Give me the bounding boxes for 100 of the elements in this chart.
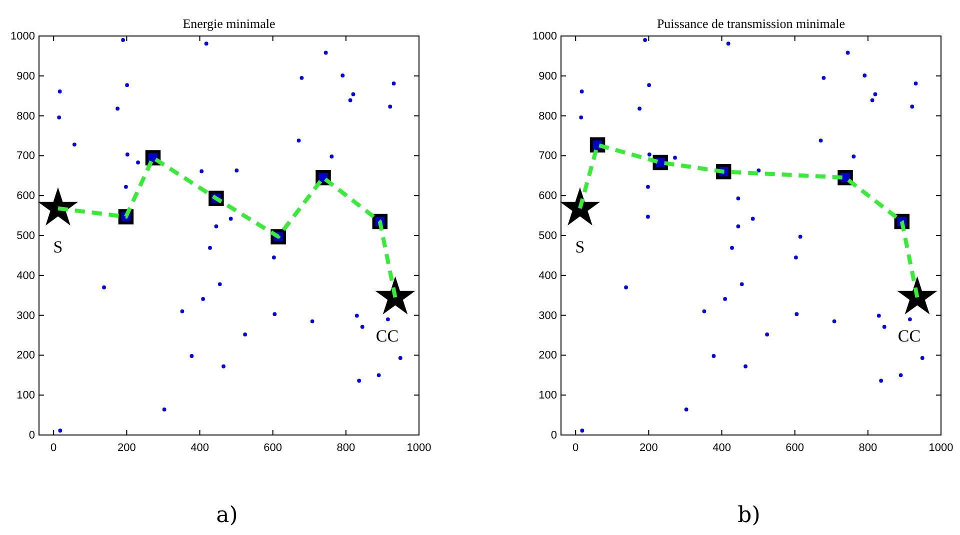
point: [646, 214, 650, 219]
point: [360, 324, 364, 329]
x-tick-label: 600: [786, 442, 804, 454]
point: [272, 255, 276, 260]
point: [798, 234, 802, 239]
point: [908, 317, 912, 322]
y-tick-label: 300: [16, 310, 35, 322]
x-tick-label: 0: [50, 442, 57, 454]
point: [214, 224, 218, 228]
annotation: CC: [898, 326, 921, 346]
point: [910, 104, 914, 109]
y-tick-label: 600: [538, 190, 557, 202]
point: [57, 115, 62, 120]
y-tick-label: 500: [538, 230, 557, 242]
y-tick-label: 0: [28, 430, 35, 442]
point: [310, 319, 314, 324]
annotation: S: [53, 237, 63, 256]
point: [180, 309, 184, 314]
y-tick-label: 700: [538, 150, 557, 162]
y-tick-label: 200: [16, 350, 35, 362]
point: [870, 98, 874, 102]
point: [765, 332, 770, 336]
point: [388, 104, 392, 109]
x-tick-label: 400: [712, 442, 731, 454]
point: [58, 428, 62, 433]
annotation: CC: [376, 326, 399, 346]
y-tick-label: 100: [538, 390, 557, 402]
point: [750, 216, 755, 221]
point: [579, 115, 584, 120]
x-tick-label: 600: [264, 442, 282, 454]
text: b): [738, 503, 760, 528]
point: [684, 408, 688, 412]
point: [646, 184, 650, 189]
point: [736, 196, 740, 200]
point: [398, 356, 402, 360]
point: [272, 312, 277, 316]
y-tick-label: 300: [538, 310, 557, 322]
y-tick-label: 100: [16, 390, 35, 402]
point: [124, 184, 128, 189]
point: [296, 138, 301, 142]
point: [116, 106, 120, 111]
point: [386, 317, 390, 322]
point: [832, 319, 836, 324]
point: [354, 314, 359, 318]
point: [300, 76, 304, 80]
point: [914, 82, 918, 86]
point: [822, 76, 826, 80]
chart-title: Energie minimale: [182, 16, 276, 31]
x-tick-label: 200: [640, 442, 658, 454]
point: [920, 356, 924, 360]
y-tick-label: 400: [16, 270, 35, 282]
point: [234, 168, 239, 172]
point: [643, 38, 647, 42]
point: [744, 364, 748, 368]
point: [882, 324, 886, 329]
point: [228, 216, 233, 221]
x-tick-label: 800: [858, 442, 878, 454]
x-tick-label: 0: [572, 442, 579, 454]
point: [846, 50, 850, 55]
point: [351, 92, 356, 96]
point: [330, 154, 334, 158]
text: a): [216, 503, 238, 528]
point: [580, 428, 584, 433]
point: [879, 378, 884, 383]
point: [876, 314, 881, 318]
y-tick-label: 500: [16, 230, 35, 242]
point: [756, 168, 761, 172]
point: [673, 156, 677, 160]
point: [208, 246, 212, 250]
point: [862, 74, 867, 78]
y-tick-label: 200: [538, 350, 557, 362]
y-tick-label: 900: [16, 70, 35, 82]
point: [121, 38, 125, 42]
point: [898, 373, 903, 378]
point: [218, 282, 222, 286]
point: [712, 354, 716, 358]
y-tick-label: 0: [550, 430, 557, 442]
point: [647, 83, 652, 88]
y-tick-label: 600: [16, 190, 35, 202]
x-tick-label: 200: [118, 442, 136, 454]
y-tick-label: 900: [538, 70, 557, 82]
point: [125, 83, 130, 88]
y-tick-label: 700: [16, 150, 35, 162]
annotation: S: [575, 237, 585, 256]
point: [102, 285, 106, 290]
point: [200, 169, 204, 174]
point: [201, 296, 206, 301]
x-tick-label: 400: [190, 442, 209, 454]
point: [740, 282, 744, 286]
y-tick-label: 800: [538, 110, 557, 122]
point: [204, 42, 208, 46]
point: [794, 312, 799, 316]
x-tick-label: 1000: [406, 442, 432, 454]
point: [873, 92, 878, 96]
point: [324, 50, 328, 55]
y-tick-label: 1000: [532, 30, 557, 43]
point: [726, 42, 730, 46]
point: [348, 98, 352, 102]
point: [580, 90, 584, 94]
point: [357, 378, 362, 383]
